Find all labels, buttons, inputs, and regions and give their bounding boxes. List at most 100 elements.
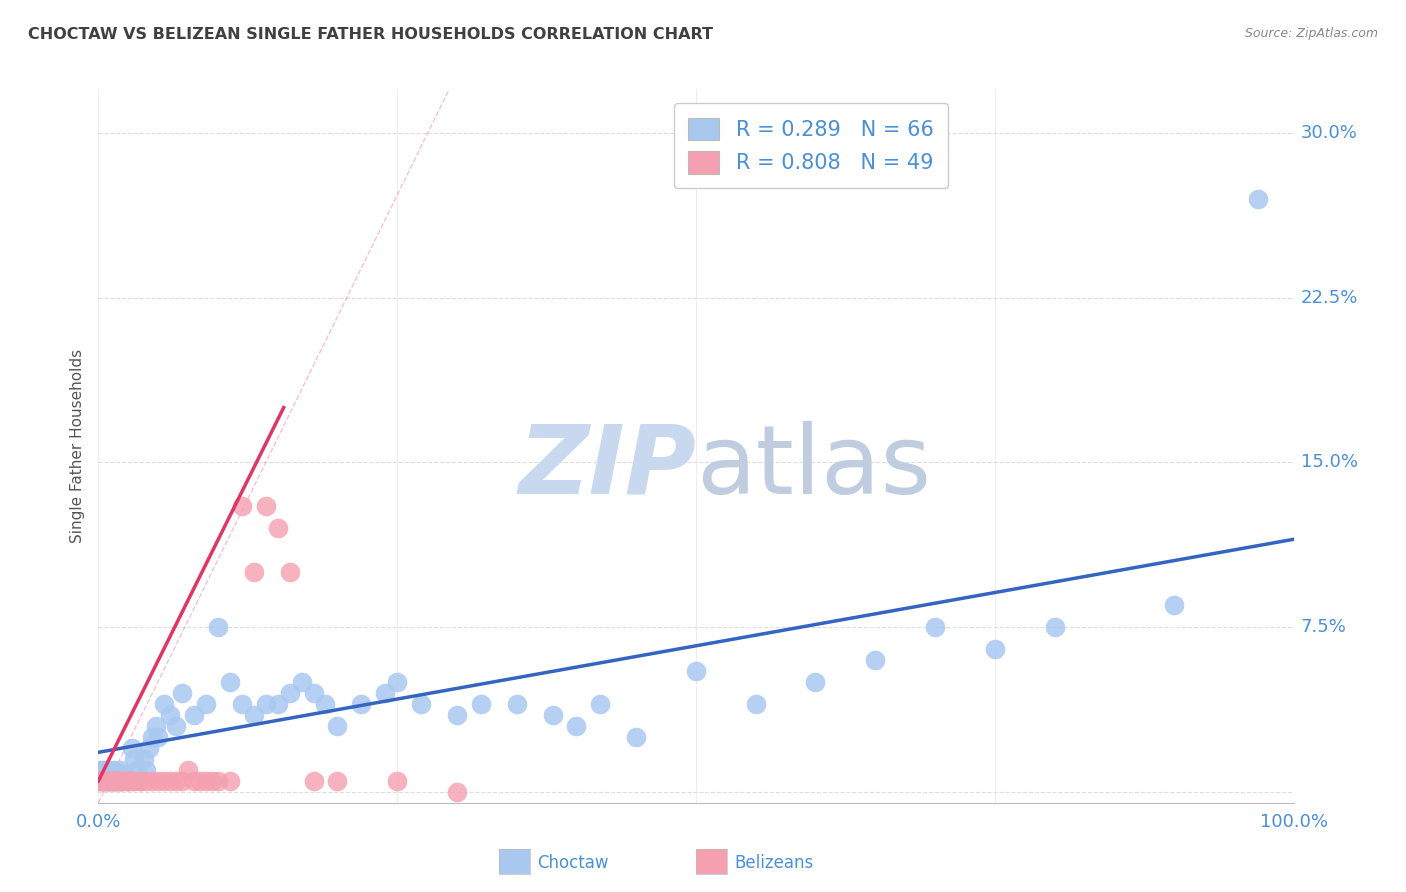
Point bbox=[177, 763, 200, 777]
Point bbox=[446, 708, 468, 723]
Point bbox=[124, 752, 146, 766]
Text: Source: ZipAtlas.com: Source: ZipAtlas.com bbox=[1244, 27, 1378, 40]
Point bbox=[219, 773, 242, 788]
Text: ZIP: ZIP bbox=[517, 421, 696, 514]
Point bbox=[1163, 598, 1185, 612]
Point bbox=[115, 773, 138, 788]
Point bbox=[107, 773, 129, 788]
Point bbox=[254, 500, 277, 514]
Point bbox=[983, 642, 1005, 657]
Point bbox=[91, 773, 114, 788]
Point bbox=[97, 773, 120, 788]
Point bbox=[326, 773, 349, 788]
Point bbox=[267, 521, 290, 535]
Point bbox=[219, 675, 242, 690]
Point bbox=[326, 719, 349, 733]
Point bbox=[101, 767, 124, 781]
Point bbox=[153, 697, 176, 711]
Point bbox=[624, 730, 647, 744]
Point bbox=[924, 620, 946, 634]
Point bbox=[110, 773, 132, 788]
Point bbox=[93, 773, 115, 788]
Point bbox=[124, 773, 146, 788]
Text: 22.5%: 22.5% bbox=[1301, 289, 1358, 307]
Point bbox=[541, 708, 564, 723]
Point bbox=[201, 773, 224, 788]
Point bbox=[111, 773, 134, 788]
Point bbox=[90, 773, 112, 788]
Point bbox=[101, 773, 124, 788]
Point bbox=[267, 697, 290, 711]
Point bbox=[302, 773, 325, 788]
Point bbox=[374, 686, 396, 700]
Point bbox=[685, 664, 707, 678]
Point bbox=[183, 773, 205, 788]
Point bbox=[108, 773, 131, 788]
Point bbox=[153, 773, 176, 788]
Point bbox=[103, 773, 125, 788]
Point bbox=[91, 773, 114, 788]
Point bbox=[121, 740, 143, 755]
Point bbox=[107, 773, 129, 788]
Point bbox=[107, 767, 129, 781]
Point bbox=[108, 763, 131, 777]
Point bbox=[172, 773, 194, 788]
Point bbox=[254, 697, 277, 711]
Point bbox=[98, 773, 121, 788]
Point bbox=[172, 686, 194, 700]
Point bbox=[278, 686, 301, 700]
Point bbox=[117, 773, 139, 788]
Point bbox=[104, 773, 127, 788]
Point bbox=[194, 697, 217, 711]
Point bbox=[315, 697, 337, 711]
Point bbox=[94, 763, 117, 777]
Text: CHOCTAW VS BELIZEAN SINGLE FATHER HOUSEHOLDS CORRELATION CHART: CHOCTAW VS BELIZEAN SINGLE FATHER HOUSEH… bbox=[28, 27, 713, 42]
Point bbox=[188, 773, 211, 788]
Point bbox=[385, 675, 409, 690]
Point bbox=[863, 653, 886, 667]
Point bbox=[350, 697, 373, 711]
Text: atlas: atlas bbox=[696, 421, 931, 514]
Point bbox=[129, 773, 152, 788]
Legend: R = 0.289   N = 66, R = 0.808   N = 49: R = 0.289 N = 66, R = 0.808 N = 49 bbox=[673, 103, 949, 188]
Point bbox=[105, 773, 128, 788]
Point bbox=[290, 675, 312, 690]
Point bbox=[207, 773, 229, 788]
Point bbox=[231, 500, 253, 514]
Point bbox=[243, 566, 266, 580]
Point bbox=[89, 763, 111, 777]
Point bbox=[141, 730, 163, 744]
Point bbox=[138, 740, 160, 755]
Point bbox=[148, 773, 170, 788]
Point bbox=[114, 773, 136, 788]
Point bbox=[804, 675, 827, 690]
Point bbox=[97, 773, 120, 788]
Point bbox=[148, 730, 170, 744]
Point bbox=[159, 773, 181, 788]
Point bbox=[446, 785, 468, 799]
Point bbox=[103, 763, 125, 777]
Point bbox=[745, 697, 768, 711]
Point bbox=[302, 686, 325, 700]
Point bbox=[105, 773, 128, 788]
Point bbox=[165, 719, 187, 733]
Point bbox=[135, 763, 157, 777]
Text: 30.0%: 30.0% bbox=[1301, 124, 1357, 142]
Point bbox=[141, 773, 163, 788]
Point bbox=[100, 773, 122, 788]
Point bbox=[121, 773, 143, 788]
Point bbox=[93, 773, 115, 788]
Point bbox=[125, 763, 148, 777]
Point bbox=[91, 767, 114, 781]
Point bbox=[96, 767, 118, 781]
Point bbox=[243, 708, 266, 723]
Point bbox=[1043, 620, 1066, 634]
Point bbox=[278, 566, 301, 580]
Text: Belizeans: Belizeans bbox=[734, 854, 813, 871]
Point bbox=[231, 697, 253, 711]
Point bbox=[207, 620, 229, 634]
Point bbox=[1246, 192, 1268, 206]
Point bbox=[89, 773, 111, 788]
Point bbox=[165, 773, 187, 788]
Point bbox=[111, 773, 134, 788]
